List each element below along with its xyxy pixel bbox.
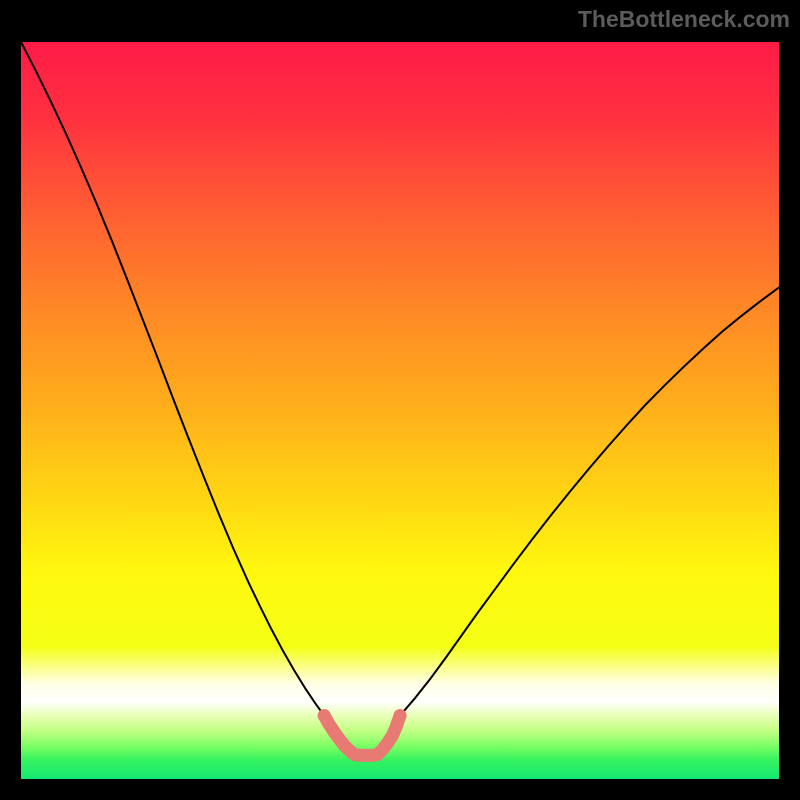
highlight-right-asc bbox=[377, 716, 400, 755]
chart-overlay-svg bbox=[21, 42, 779, 779]
highlight-left-desc bbox=[324, 716, 354, 755]
chart-root: TheBottleneck.com bbox=[0, 0, 800, 800]
plot-area bbox=[21, 42, 779, 779]
highlight-cap-right bbox=[394, 709, 407, 722]
bottleneck-curve-right bbox=[400, 287, 779, 715]
highlight-cap-left bbox=[318, 709, 331, 722]
watermark-text: TheBottleneck.com bbox=[578, 6, 790, 33]
bottleneck-curve-left bbox=[21, 42, 324, 716]
